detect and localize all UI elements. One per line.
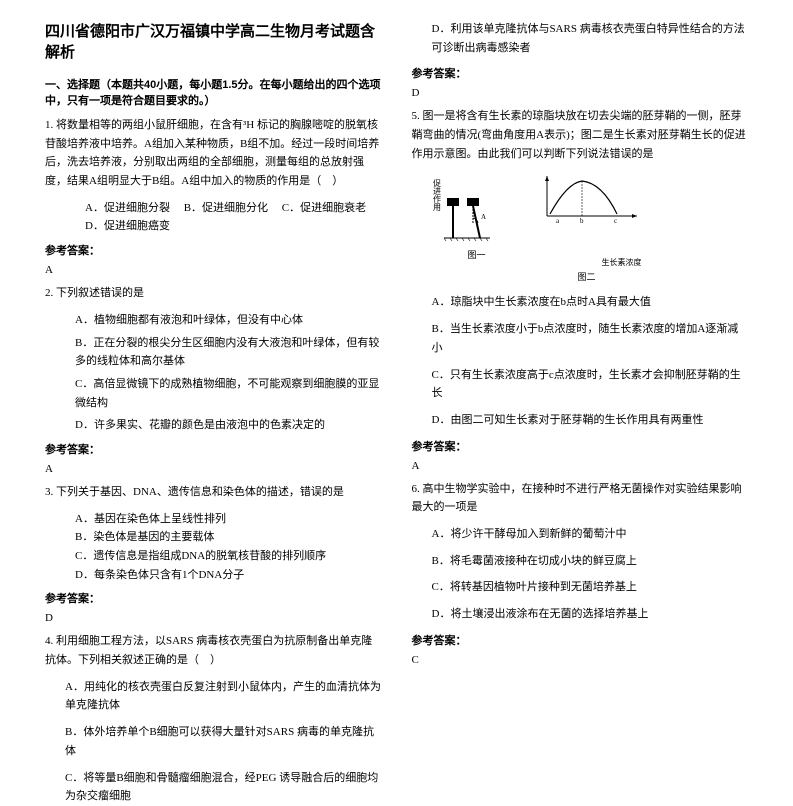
q4-opt-d: D．利用该单克隆抗体与SARS 病毒核衣壳蛋白特异性结合的方法可诊断出病毒感染者 — [412, 20, 749, 57]
q6-opt-a: A．将少许干酵母加入到新鲜的葡萄汁中 — [412, 525, 749, 544]
q5-opt-b: B．当生长素浓度小于b点浓度时，随生长素浓度的增加A逐渐减小 — [412, 320, 749, 357]
fig1-label-a: A — [481, 213, 486, 221]
q2-opt-c: C．高倍显微镜下的成熟植物细胞，不可能观察到细胞膜的亚显微结构 — [45, 375, 382, 412]
q5-opt-a: A．琼脂块中生长素浓度在b点时A具有最大值 — [412, 293, 749, 312]
right-column: D．利用该单克隆抗体与SARS 病毒核衣壳蛋白特异性结合的方法可诊断出病毒感染者… — [397, 20, 764, 541]
answer-4: D — [412, 87, 749, 99]
q5-figures: A 图一 a b c — [442, 171, 749, 283]
q1-opt-c: C．促进细胞衰老 — [282, 202, 366, 214]
answer-label-6: 参考答案： — [412, 632, 749, 648]
q2-opt-b: B．正在分裂的根尖分生区细胞内没有大液泡和叶绿体，但有较多的线粒体和高尔基体 — [45, 334, 382, 371]
answer-6: C — [412, 654, 749, 666]
q4-opt-c: C．将等量B细胞和骨髓瘤细胞混合，经PEG 诱导融合后的细胞均为杂交瘤细胞 — [45, 769, 382, 806]
question-3-text: 3. 下列关于基因、DNA、遗传信息和染色体的描述，错误的是 — [45, 483, 382, 502]
q5-opt-d: D．由图二可知生长素对于胚芽鞘的生长作用具有两重性 — [412, 411, 749, 430]
figure-1-container: A 图一 — [442, 193, 512, 261]
q2-opt-d: D．许多果实、花瓣的颜色是由液泡中的色素决定的 — [45, 416, 382, 435]
fig2-c: c — [614, 217, 617, 225]
answer-label-2: 参考答案： — [45, 441, 382, 457]
q3-opt-a: A．基因在染色体上呈线性排列 — [75, 510, 382, 529]
fig2-y-label: 促进作用 — [432, 179, 443, 219]
question-1-options: A．促进细胞分裂 B．促进细胞分化 C．促进细胞衰老 D．促进细胞癌变 — [45, 199, 382, 236]
q1-opt-d: D．促进细胞癌变 — [85, 220, 170, 232]
answer-5: A — [412, 460, 749, 472]
fig2-a: a — [556, 217, 560, 225]
document-title: 四川省德阳市广汉万福镇中学高二生物月考试题含解析 — [45, 20, 382, 62]
fig2-caption: 图二 — [532, 270, 642, 283]
answer-label-5: 参考答案： — [412, 438, 749, 454]
question-3-options: A．基因在染色体上呈线性排列 B．染色体是基因的主要载体 C．遗传信息是指组成D… — [45, 510, 382, 585]
figure-2-svg: a b c — [532, 171, 642, 226]
question-2-text: 2. 下列叙述错误的是 — [45, 284, 382, 303]
answer-1: A — [45, 264, 382, 276]
left-column: 四川省德阳市广汉万福镇中学高二生物月考试题含解析 一、选择题（本题共40小题，每… — [30, 20, 397, 541]
q4-opt-a: A．用纯化的核衣壳蛋白反复注射到小鼠体内，产生的血清抗体为单克隆抗体 — [45, 678, 382, 715]
q3-opt-d: D．每条染色体只含有1个DNA分子 — [75, 566, 382, 585]
q3-opt-c: C．遗传信息是指组成DNA的脱氧核苷酸的排列顺序 — [75, 547, 382, 566]
fig2-b: b — [580, 217, 584, 225]
fig2-x-label: 生长素浓度 — [532, 257, 642, 268]
section-1-heading: 一、选择题（本题共40小题，每小题1.5分。在每小题给出的四个选项中，只有一项是… — [45, 76, 382, 108]
q6-opt-d: D．将土壤浸出液涂布在无菌的选择培养基上 — [412, 605, 749, 624]
answer-label-4: 参考答案： — [412, 65, 749, 81]
q6-opt-c: C．将转基因植物叶片接种到无菌培养基上 — [412, 578, 749, 597]
q2-opt-a: A．植物细胞都有液泡和叶绿体，但没有中心体 — [45, 311, 382, 330]
figure-1-svg: A — [442, 193, 512, 243]
fig1-caption: 图一 — [442, 248, 512, 261]
answer-label-3: 参考答案： — [45, 590, 382, 606]
q1-opt-b: B．促进细胞分化 — [184, 202, 268, 214]
q3-opt-b: B．染色体是基因的主要载体 — [75, 528, 382, 547]
figure-2-container: a b c 促进作用 生长素浓度 图二 — [532, 171, 642, 283]
answer-label-1: 参考答案： — [45, 242, 382, 258]
question-6-text: 6. 高中生物学实验中，在接种时不进行严格无菌操作对实验结果影响最大的一项是 — [412, 480, 749, 517]
answer-2: A — [45, 463, 382, 475]
question-1-text: 1. 将数量相等的两组小鼠肝细胞，在含有³H 标记的胸腺嘧啶的脱氧核苷酸培养液中… — [45, 116, 382, 191]
question-5-text: 5. 图一是将含有生长素的琼脂块放在切去尖端的胚芽鞘的一侧，胚芽鞘弯曲的情况(弯… — [412, 107, 749, 163]
question-4-text: 4. 利用细胞工程方法，以SARS 病毒核衣壳蛋白为抗原制备出单克隆抗体。下列相… — [45, 632, 382, 669]
answer-3: D — [45, 612, 382, 624]
q1-opt-a: A．促进细胞分裂 — [85, 202, 170, 214]
q5-opt-c: C．只有生长素浓度高于c点浓度时，生长素才会抑制胚芽鞘的生长 — [412, 366, 749, 403]
q4-opt-b: B．体外培养单个B细胞可以获得大量针对SARS 病毒的单克隆抗体 — [45, 723, 382, 760]
